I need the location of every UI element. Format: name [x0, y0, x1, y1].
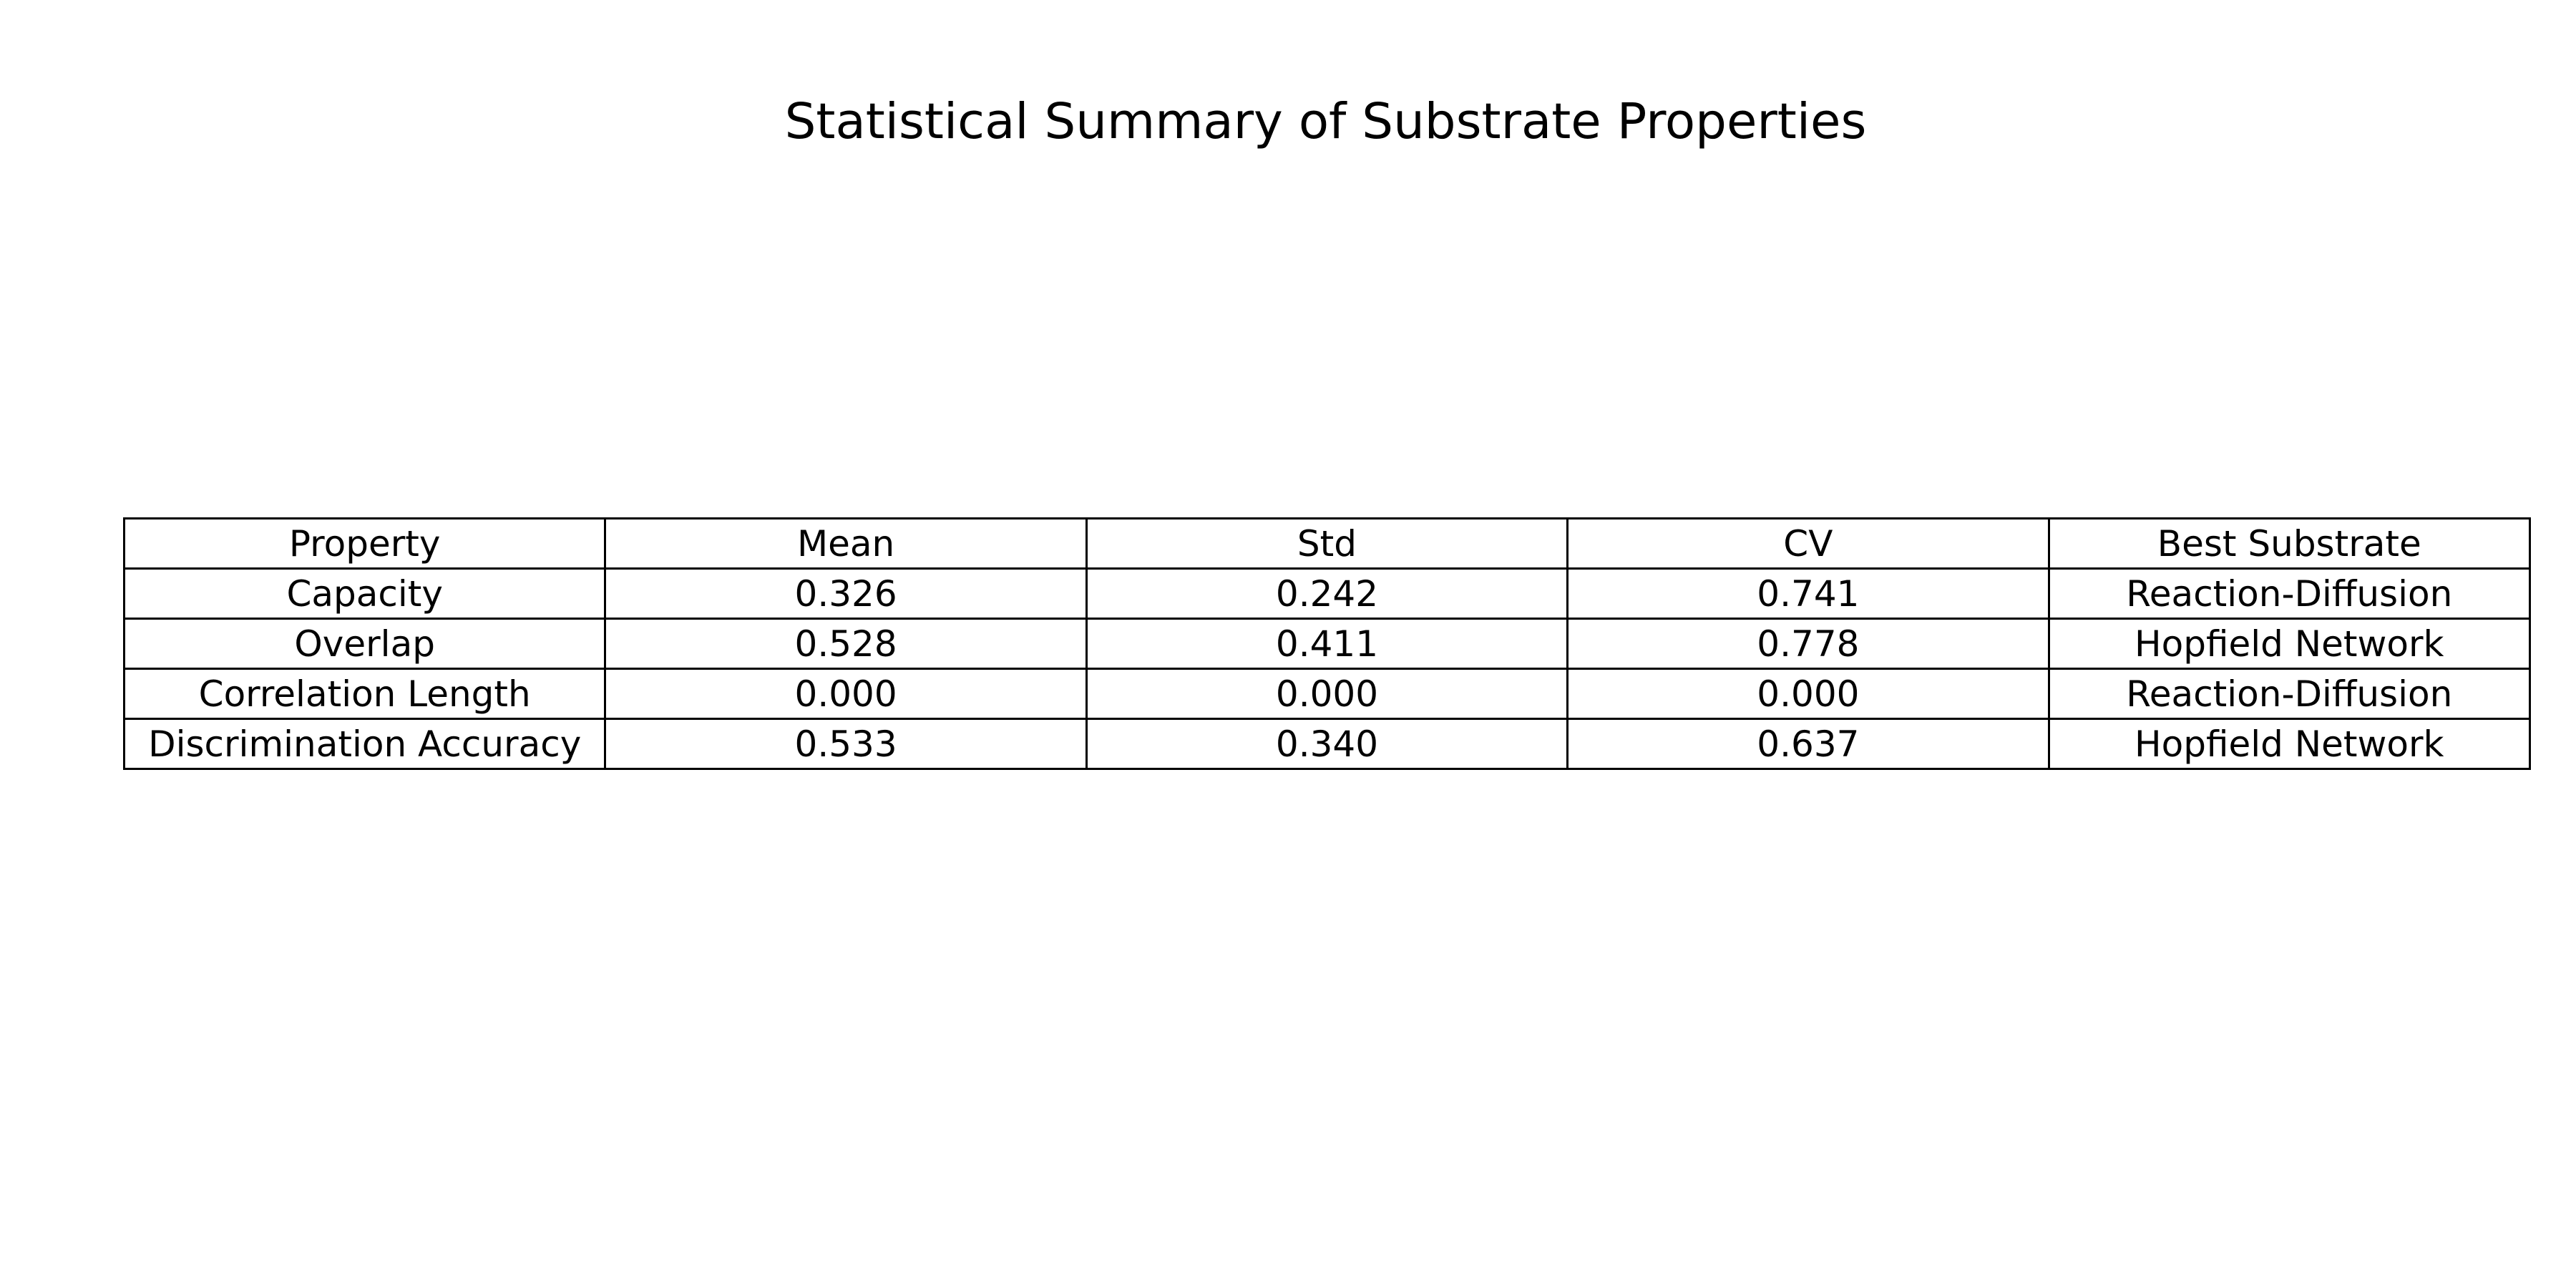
cell-cv: 0.778 [1566, 618, 2050, 670]
cell-mean: 0.326 [604, 567, 1088, 620]
table-header: Property Mean Std CV Best Substrate [122, 517, 2532, 570]
cell-property: Discrimination Accuracy [122, 718, 607, 770]
cell-std: 0.411 [1085, 618, 1569, 670]
cell-best-substrate: Reaction-Diffusion [2047, 668, 2532, 720]
cell-mean: 0.000 [604, 668, 1088, 720]
table-row: Overlap 0.528 0.411 0.778 Hopfield Netwo… [122, 618, 2532, 670]
cell-property: Capacity [122, 567, 607, 620]
table-body: Capacity 0.326 0.242 0.741 Reaction-Diff… [122, 567, 2532, 770]
header-row: Property Mean Std CV Best Substrate [122, 517, 2532, 570]
header-cell-best-substrate: Best Substrate [2047, 517, 2532, 570]
summary-table: Property Mean Std CV Best Substrate Capa… [122, 517, 2532, 770]
table-row: Capacity 0.326 0.242 0.741 Reaction-Diff… [122, 567, 2532, 620]
header-cell-cv: CV [1566, 517, 2050, 570]
summary-table-container: Property Mean Std CV Best Substrate Capa… [122, 517, 2532, 770]
table-row: Correlation Length 0.000 0.000 0.000 Rea… [122, 668, 2532, 720]
cell-std: 0.340 [1085, 718, 1569, 770]
cell-std: 0.242 [1085, 567, 1569, 620]
cell-cv: 0.741 [1566, 567, 2050, 620]
cell-std: 0.000 [1085, 668, 1569, 720]
header-cell-std: Std [1085, 517, 1569, 570]
cell-property: Overlap [122, 618, 607, 670]
header-cell-property: Property [122, 517, 607, 570]
table-row: Discrimination Accuracy 0.533 0.340 0.63… [122, 718, 2532, 770]
cell-best-substrate: Hopfield Network [2047, 618, 2532, 670]
cell-cv: 0.000 [1566, 668, 2050, 720]
header-cell-mean: Mean [604, 517, 1088, 570]
cell-mean: 0.528 [604, 618, 1088, 670]
cell-best-substrate: Reaction-Diffusion [2047, 567, 2532, 620]
cell-mean: 0.533 [604, 718, 1088, 770]
chart-title: Statistical Summary of Substrate Propert… [784, 93, 1867, 150]
cell-cv: 0.637 [1566, 718, 2050, 770]
cell-best-substrate: Hopfield Network [2047, 718, 2532, 770]
cell-property: Correlation Length [122, 668, 607, 720]
